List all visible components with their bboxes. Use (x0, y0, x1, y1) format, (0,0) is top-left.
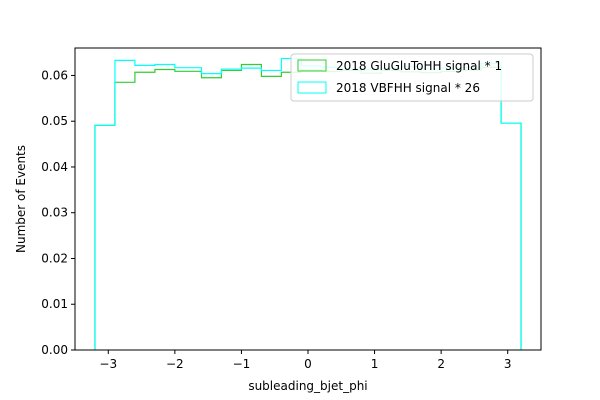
x-tick-label: 1 (371, 357, 379, 371)
x-tick-label: −1 (233, 357, 251, 371)
legend-label-glugluhh: 2018 GluGluToHH signal * 1 (336, 59, 502, 73)
legend-swatch-vbfhh (297, 81, 327, 94)
y-tick-label: 0.04 (41, 160, 68, 174)
x-tick-label: 0 (304, 357, 312, 371)
y-tick-label: 0.05 (41, 114, 68, 128)
y-tick-label: 0.00 (41, 343, 68, 357)
legend: 2018 GluGluToHH signal * 1 2018 VBFHH si… (290, 53, 534, 102)
x-tick-label: −3 (99, 357, 117, 371)
y-tick-label: 0.02 (41, 251, 68, 265)
y-tick-label: 0.06 (41, 68, 68, 82)
y-axis-title: Number of Events (14, 145, 28, 253)
x-tick-label: −2 (166, 357, 184, 371)
y-tick-label: 0.01 (41, 297, 68, 311)
y-tick-label: 0.03 (41, 206, 68, 220)
x-tick-label: 3 (504, 357, 512, 371)
legend-box (290, 53, 534, 102)
x-axis-title: subleading_bjet_phi (248, 379, 367, 393)
legend-swatch-glugluhh (297, 59, 327, 72)
y-axis-ticks: 0.00 0.01 0.02 0.03 0.04 0.05 0.06 (41, 68, 75, 357)
legend-label-vbfhh: 2018 VBFHH signal * 26 (336, 81, 480, 95)
x-tick-label: 2 (437, 357, 445, 371)
x-axis-ticks: −3 −2 −1 0 1 2 3 (99, 350, 512, 371)
